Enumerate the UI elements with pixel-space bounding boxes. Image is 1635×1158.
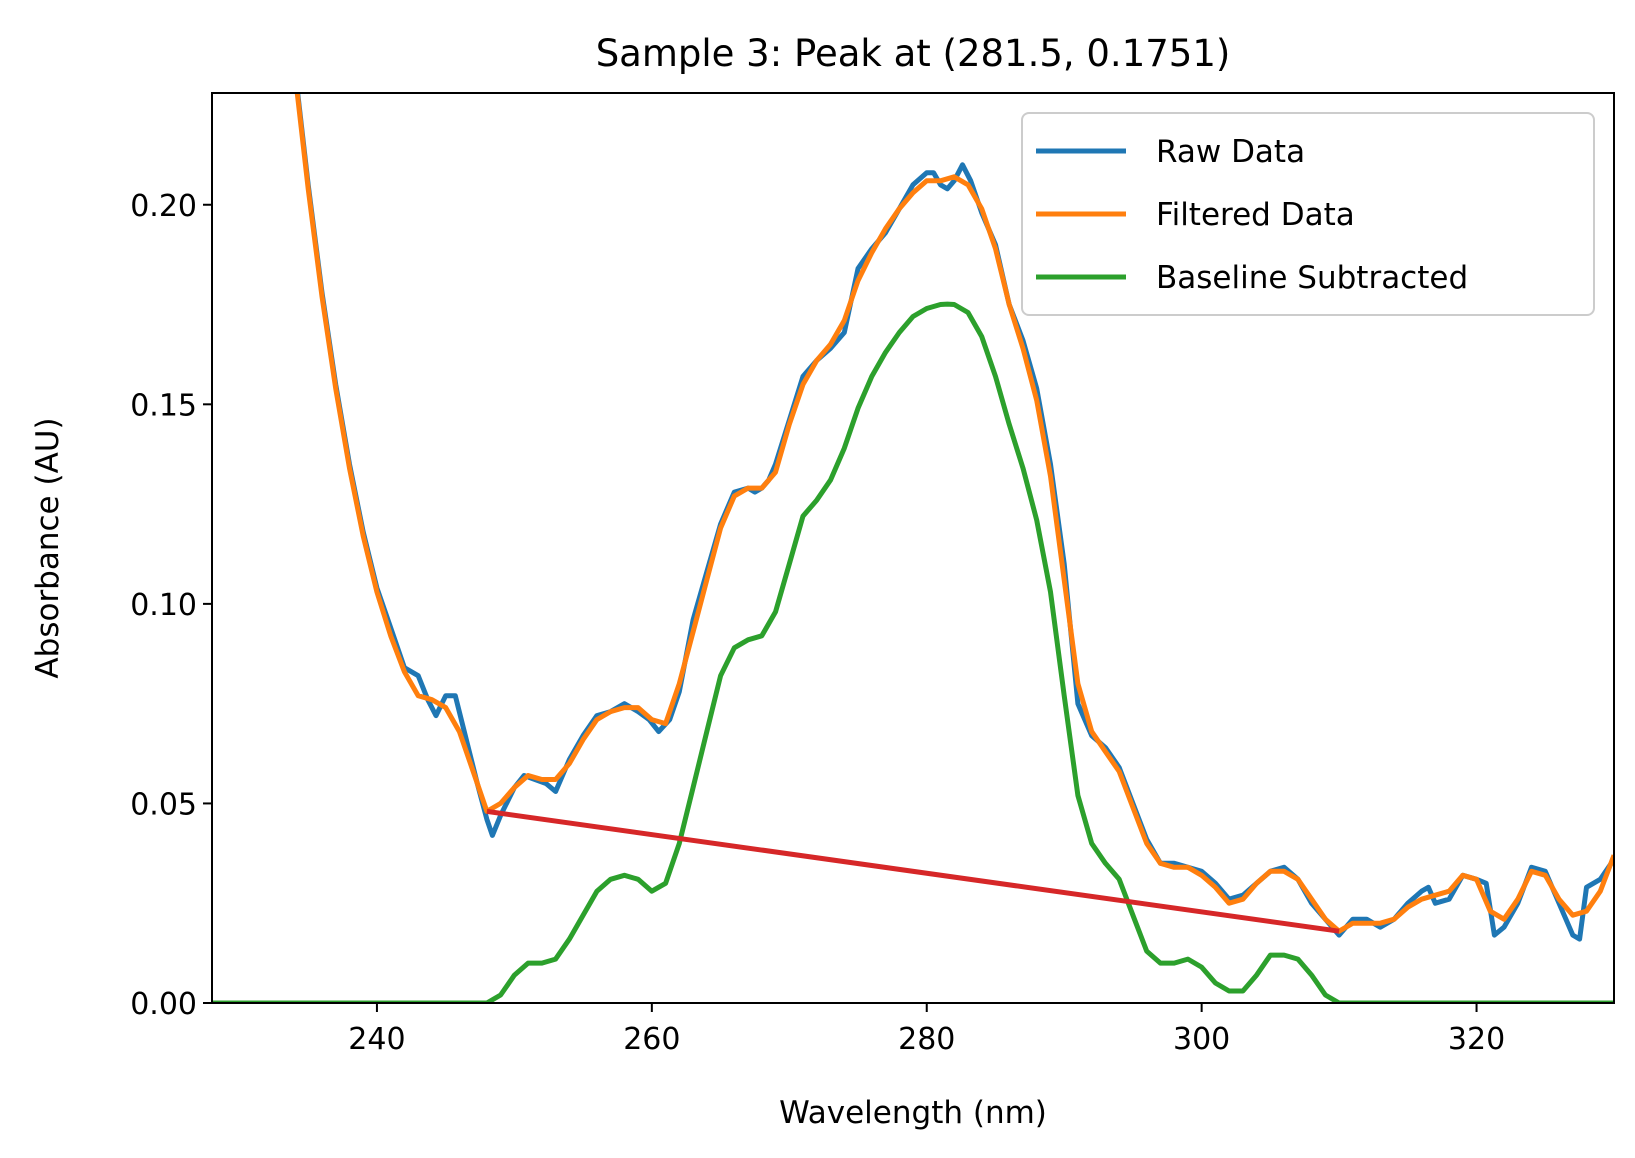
y-axis: 0.00 0.05 0.10 0.15 0.20 [130, 189, 212, 1022]
series-line-baseline [486, 808, 1340, 934]
x-axis: 240 260 280 300 320 [348, 1003, 1505, 1057]
legend-label-filtered-data: Filtered Data [1156, 197, 1355, 233]
y-tick-label-0: 0.00 [130, 987, 197, 1022]
legend: Raw Data Filtered Data Baseline Subtract… [1021, 112, 1595, 316]
y-tick-label-1: 0.05 [130, 787, 197, 822]
series-line-filtered-data [294, 93, 1614, 934]
y-tick-label-3: 0.15 [130, 388, 197, 423]
x-tick-label-240: 240 [348, 1022, 405, 1057]
x-tick-label-300: 300 [1173, 1022, 1230, 1057]
legend-label-raw-data: Raw Data [1156, 134, 1305, 170]
series-line-baseline-subtracted [212, 301, 1614, 1003]
chart-title: Sample 3: Peak at (281.5, 0.1751) [596, 32, 1231, 75]
legend-label-baseline-subtracted: Baseline Subtracted [1156, 260, 1468, 296]
x-axis-title: Wavelength (nm) [779, 1095, 1047, 1131]
x-tick-label-320: 320 [1448, 1022, 1505, 1057]
series-layer [212, 93, 1614, 1003]
x-tick-label-280: 280 [898, 1022, 955, 1057]
y-axis-title: Absorbance (AU) [30, 417, 66, 678]
legend-box [1021, 112, 1595, 316]
plot-frame [211, 92, 1615, 1004]
x-tick-label-260: 260 [623, 1022, 680, 1057]
y-tick-label-2: 0.10 [130, 588, 197, 623]
y-tick-label-4: 0.20 [130, 189, 197, 224]
